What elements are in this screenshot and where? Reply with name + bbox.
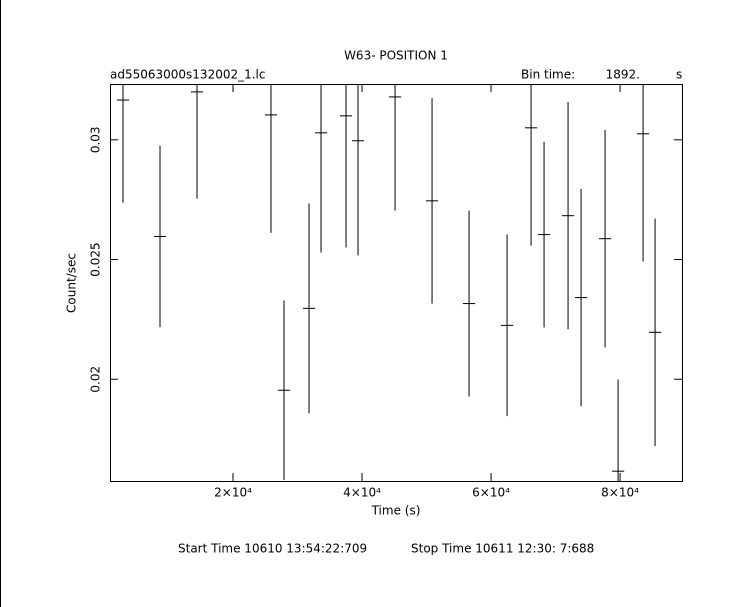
x-tick-label: 4×10⁴ xyxy=(343,486,381,500)
x-tick-label: 8×10⁴ xyxy=(601,486,639,500)
plot-marks xyxy=(116,84,662,481)
y-axis-label: Count/sec xyxy=(65,253,79,313)
y-tick-label: 0.025 xyxy=(89,242,103,276)
start-time: Start Time 10610 13:54:22:709 xyxy=(178,542,367,556)
bin-time-unit: s xyxy=(676,68,682,82)
y-tick-label: 0.02 xyxy=(89,366,103,393)
bin-time: 1892. xyxy=(606,68,640,82)
stop-time: Stop Time 10611 12:30: 7:688 xyxy=(411,542,594,556)
x-axis-label: Time (s) xyxy=(371,504,421,518)
x-tick-label: 2×10⁴ xyxy=(214,486,252,500)
chart-title: W63- POSITION 1 xyxy=(344,49,448,63)
x-tick-label: 6×10⁴ xyxy=(472,486,510,500)
plot-frame xyxy=(110,84,683,482)
y-tick-label: 0.03 xyxy=(89,126,103,153)
file-name: ad55063000s132002_1.lc xyxy=(110,68,266,82)
bin-time-label: Bin time: xyxy=(521,68,575,82)
